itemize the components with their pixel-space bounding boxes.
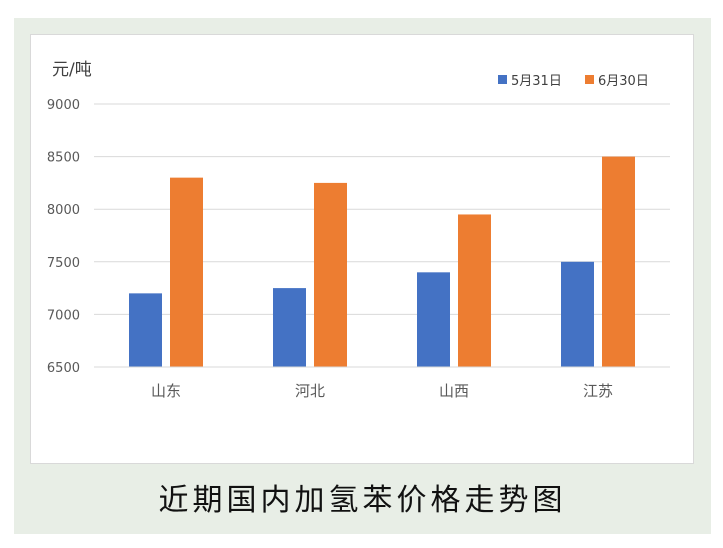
y-tick-label: 8000 (47, 203, 80, 218)
legend-swatch-series-2 (585, 75, 594, 84)
y-tick-label: 8500 (47, 151, 80, 166)
y-tick-label: 6500 (47, 361, 80, 376)
bar-series-2-1 (314, 182, 347, 367)
y-axis-label: 元/吨 (52, 60, 92, 80)
legend: 5月31日 6月30日 (498, 74, 649, 89)
bar-series-1-3 (561, 261, 594, 367)
x-tick-label: 山西 (439, 382, 469, 400)
legend-label-series-1: 5月31日 (511, 74, 562, 89)
y-tick-label: 9000 (47, 98, 80, 113)
legend-label-series-2: 6月30日 (598, 74, 649, 89)
bars (94, 156, 670, 368)
bar-series-1-1 (273, 288, 306, 367)
x-tick-label: 河北 (295, 382, 325, 400)
legend-swatch-series-1 (498, 75, 507, 84)
bar-series-2-2 (458, 214, 491, 367)
y-tick-label: 7500 (47, 256, 80, 271)
y-tick-label: 7000 (47, 308, 80, 323)
bar-series-1-2 (417, 272, 450, 367)
bar-series-2-0 (170, 177, 203, 367)
y-tick-labels: 6500 7000 7500 8000 8500 9000 (47, 98, 80, 376)
x-tick-label: 江苏 (583, 382, 613, 400)
x-tick-labels: 山东 河北 山西 江苏 (151, 382, 613, 400)
chart-panel (30, 34, 694, 464)
x-tick-label: 山东 (151, 382, 181, 400)
bar-series-2-3 (602, 156, 635, 367)
bar-series-1-0 (129, 293, 162, 367)
figure-caption: 近期国内加氢苯价格走势图 (158, 483, 567, 518)
